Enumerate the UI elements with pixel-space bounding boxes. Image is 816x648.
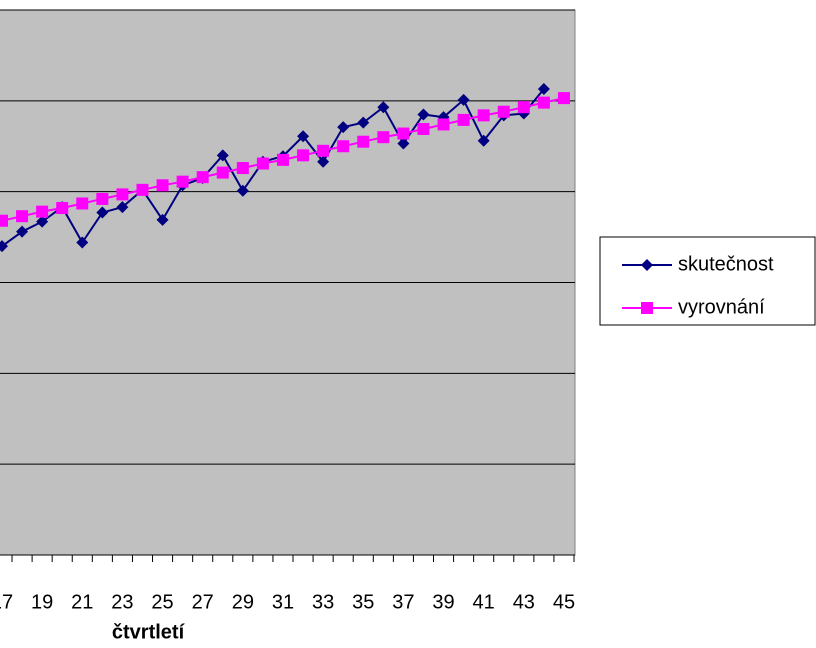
marker [457,93,470,106]
marker [377,131,390,144]
x-tick-label: 33 [312,591,334,613]
marker [397,127,410,140]
marker [116,188,129,201]
marker [0,214,8,227]
x-tick-label: 29 [232,591,254,613]
marker [477,134,490,147]
marker [176,175,189,188]
marker [417,108,430,121]
marker [377,101,390,114]
marker [641,259,653,271]
x-tick-label: 31 [272,591,294,613]
x-tick-label: 39 [432,591,454,613]
marker [437,118,450,131]
marker [56,202,69,215]
marker [116,201,129,214]
x-tick-label: 17 [0,591,13,613]
marker [317,144,330,157]
marker [196,171,209,184]
x-tick-label: 43 [513,591,535,613]
legend-label: skutečnost [678,253,774,275]
x-tick-label: 21 [71,591,93,613]
marker [96,192,109,205]
x-tick-label: 27 [192,591,214,613]
marker [256,157,269,170]
marker [417,122,430,135]
marker [317,155,330,168]
marker [297,130,310,143]
marker [477,109,490,122]
marker [156,213,169,226]
marker [216,166,229,179]
marker [457,113,470,126]
legend-label: vyrovnání [678,296,765,318]
x-tick-label: 25 [151,591,173,613]
marker [357,135,370,148]
marker [557,92,570,105]
marker [297,149,310,162]
marker [236,184,249,197]
marker [36,205,49,218]
marker [36,215,49,228]
marker [337,140,350,153]
marker [76,236,89,249]
marker [276,153,289,166]
marker [76,197,89,210]
x-tick-label: 35 [352,591,374,613]
x-tick-label: 41 [473,591,495,613]
x-axis-title: čtvrtletí [112,621,186,643]
x-tick-label: 37 [392,591,414,613]
x-tick-label: 23 [111,591,133,613]
x-tick-label: 19 [31,591,53,613]
marker [156,179,169,192]
marker [16,210,29,223]
marker [537,83,550,96]
marker [397,137,410,150]
marker [497,105,510,118]
series-line [1,88,545,247]
marker [357,116,370,129]
legend [599,236,816,326]
marker [641,302,653,314]
marker [16,225,29,238]
marker [517,101,530,114]
x-tick-label: 45 [553,591,575,613]
marker [236,162,249,175]
marker [96,206,109,219]
marker [136,183,149,196]
marker [537,96,550,109]
marker [0,240,8,253]
marker [216,149,229,162]
marker [337,121,350,134]
